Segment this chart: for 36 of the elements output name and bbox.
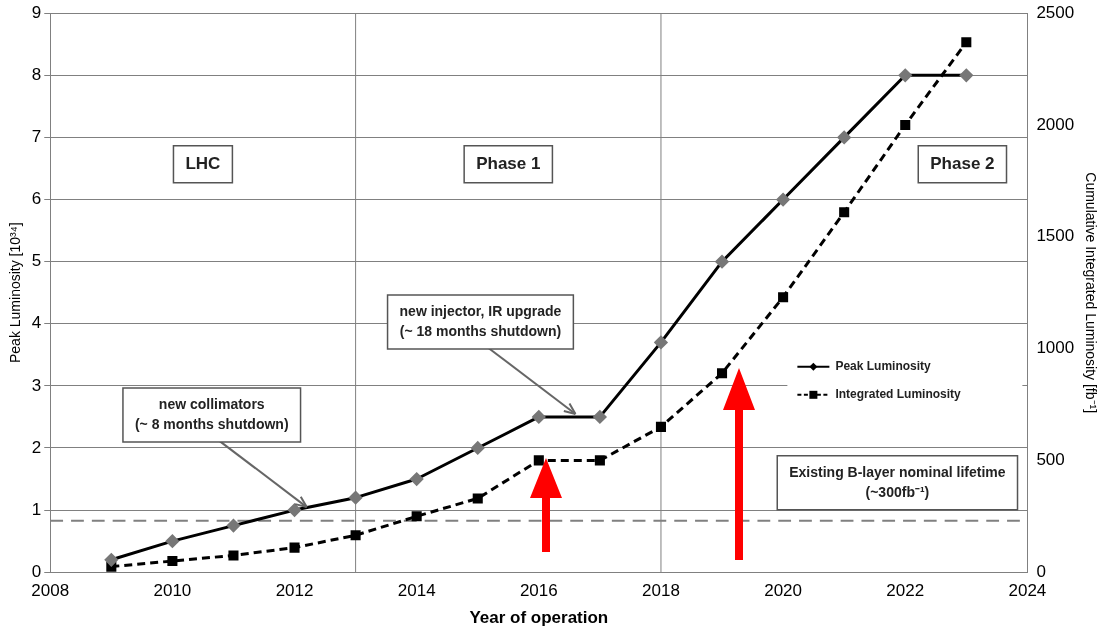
y-tick-label: 0	[31, 561, 42, 581]
y2-tick-label: 0	[1036, 561, 1046, 581]
y2-axis-title: Cumulative Integrated Luminosity [fb⁻¹]	[1082, 172, 1099, 414]
x-tick-label: 2018	[642, 581, 680, 601]
y2-tick-label: 1000	[1036, 338, 1075, 358]
ref-line-label: Existing B-layer nominal lifetime (~300fb⁻¹)	[789, 463, 1006, 500]
x-tick-label: 2014	[397, 581, 436, 601]
y-tick-label: 9	[31, 2, 42, 22]
legend-label: Integrated Luminosity	[835, 387, 962, 402]
y-tick-label: 3	[31, 375, 42, 395]
annotation: new injector, IR upgrade (~ 18 months shutdown)	[399, 302, 562, 339]
y-tick-label: 2	[31, 437, 42, 457]
annotation: new collimators (~ 8 months shutdown)	[134, 395, 289, 432]
y-tick-label: 1	[31, 499, 42, 519]
annotation: Phase 2	[930, 153, 995, 173]
x-axis-title: Year of operation	[469, 608, 609, 628]
y-tick-label: 5	[31, 251, 42, 271]
annotation: Phase 1	[476, 153, 541, 173]
y2-tick-label: 500	[1036, 450, 1065, 470]
y2-tick-label: 2500	[1036, 2, 1075, 22]
x-tick-label: 2024	[1008, 581, 1047, 601]
y-axis-title: Peak Luminosity [10³⁴]	[7, 222, 24, 364]
y-tick-label: 4	[31, 313, 42, 333]
x-tick-label: 2012	[275, 581, 314, 601]
annotation: LHC	[185, 153, 221, 173]
x-tick-label: 2010	[153, 581, 192, 601]
y-tick-label: 8	[31, 65, 42, 84]
y-tick-label: 7	[31, 127, 42, 147]
y-tick-label: 6	[31, 189, 42, 209]
x-tick-label: 2008	[31, 581, 70, 601]
x-tick-label: 2022	[886, 581, 925, 601]
y2-tick-label: 1500	[1036, 226, 1075, 246]
x-tick-label: 2020	[764, 581, 803, 601]
x-tick-label: 2016	[519, 581, 558, 601]
y2-tick-label: 2000	[1036, 114, 1075, 134]
legend-label: Peak Luminosity	[835, 359, 932, 374]
